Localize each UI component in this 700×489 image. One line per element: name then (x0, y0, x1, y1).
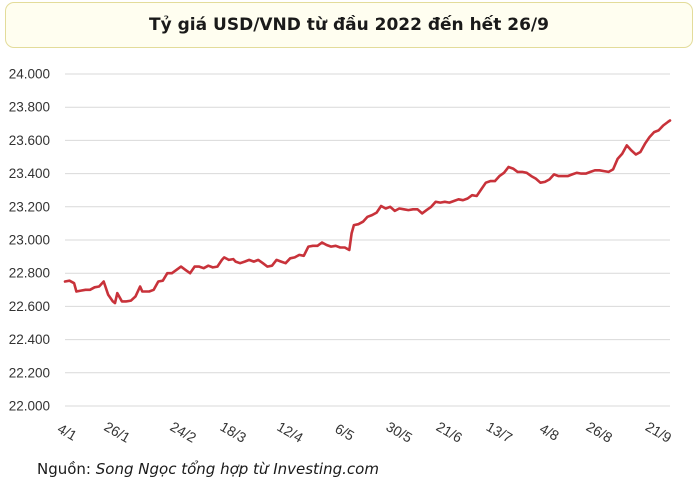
x-axis-ticks: 4/1 26/1 24/2 18/3 12/4 6/5 30/5 21/6 13/7 4/8 26/… (55, 418, 675, 446)
x-tick-label: 26/1 (102, 418, 134, 446)
y-tick-label: 23.000 (9, 233, 50, 248)
x-tick-label: 24/2 (167, 418, 199, 446)
x-tick-label: 12/4 (274, 418, 306, 446)
chart-title: Tỷ giá USD/VND từ đầu 2022 đến hết 26/9 (149, 15, 549, 35)
source-text: Song Ngọc tổng hợp từ Investing.com (95, 460, 379, 478)
x-tick-label: 4/1 (55, 420, 80, 444)
y-tick-label: 23.800 (9, 100, 50, 115)
y-tick-label: 23.400 (9, 166, 50, 181)
y-tick-label: 22.400 (9, 332, 50, 347)
source-note: Nguồn: Song Ngọc tổng hợp từ Investing.c… (37, 460, 379, 478)
x-tick-label: 21/6 (434, 418, 466, 446)
x-tick-label: 4/8 (537, 420, 562, 444)
series-line-layer (63, 119, 672, 305)
x-tick-label: 30/5 (384, 418, 416, 446)
y-tick-label: 22.800 (9, 266, 50, 281)
y-tick-label: 23.200 (9, 199, 50, 214)
x-tick-label: 18/3 (218, 418, 250, 446)
chart-title-box: Tỷ giá USD/VND từ đầu 2022 đến hết 26/9 (5, 2, 693, 48)
source-label: Nguồn: (37, 460, 91, 478)
x-tick-label: 26/8 (584, 418, 616, 446)
x-tick-label: 13/7 (484, 418, 516, 446)
y-tick-label: 22.600 (9, 299, 50, 314)
grid-lines (65, 73, 670, 407)
y-axis-ticks: 22.000 22.200 22.400 22.600 22.800 23.000 23.2… (9, 67, 50, 414)
y-tick-label: 24.000 (9, 67, 50, 82)
x-tick-label: 21/9 (643, 418, 675, 446)
y-tick-label: 22.000 (9, 399, 50, 414)
x-tick-label: 6/5 (332, 420, 357, 444)
y-tick-label: 23.600 (9, 133, 50, 148)
series-line-usd-vnd (63, 119, 672, 305)
y-tick-label: 22.200 (9, 365, 50, 380)
